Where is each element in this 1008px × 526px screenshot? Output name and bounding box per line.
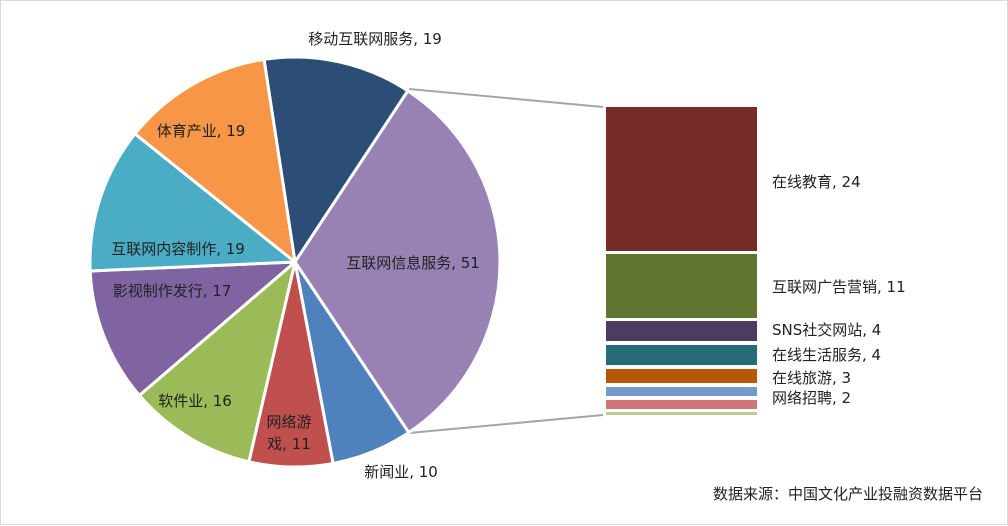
pie-slice-label: 影视制作发行, 17 [112,282,232,300]
pie-chart [88,55,502,469]
bar-segment-label: SNS社交网站, 4 [772,321,882,339]
source-note: 数据来源：中国文化产业投融资数据平台 [712,485,983,503]
bar-segment [606,345,757,365]
bar-segment-label: 在线旅游, 3 [772,369,852,387]
bar-segment [606,107,757,251]
bar-segment [606,254,757,318]
bar-segment [606,369,757,383]
pie-slice [137,260,297,464]
pie-slice [262,55,410,264]
bar-segment-label: 网络招聘, 2 [772,389,852,407]
pie-slice-label: 移动互联网服务, 19 [308,30,442,48]
pie-slice [88,132,297,273]
bar-segment-label: 互联网广告营销, 11 [772,278,906,296]
connector-lines [408,88,604,434]
pie-slice-label: 软件业, 16 [158,392,232,410]
pie-slice-label: 互联网内容制作, 19 [111,240,245,258]
bar-segment [606,387,757,396]
bar-segment [606,412,757,415]
pie-slice [293,89,502,435]
stacked-bar [606,107,757,415]
pie-slice-label: 互联网信息服务, 51 [346,254,480,272]
bar-segment [606,400,757,409]
bar-segment-label: 在线生活服务, 4 [772,346,882,364]
pie-slice [88,260,297,397]
connector-line [408,414,604,434]
connector-line [408,88,604,108]
bar-segment [606,321,757,341]
pie-slice-label: 新闻业, 10 [364,463,438,481]
pie-slice [133,57,297,264]
pie-slice-label: 网络游 戏, 11 [266,413,312,453]
bar-segment-label: 在线教育, 24 [772,173,861,191]
pie-slice-label: 体育产业, 19 [156,122,246,140]
